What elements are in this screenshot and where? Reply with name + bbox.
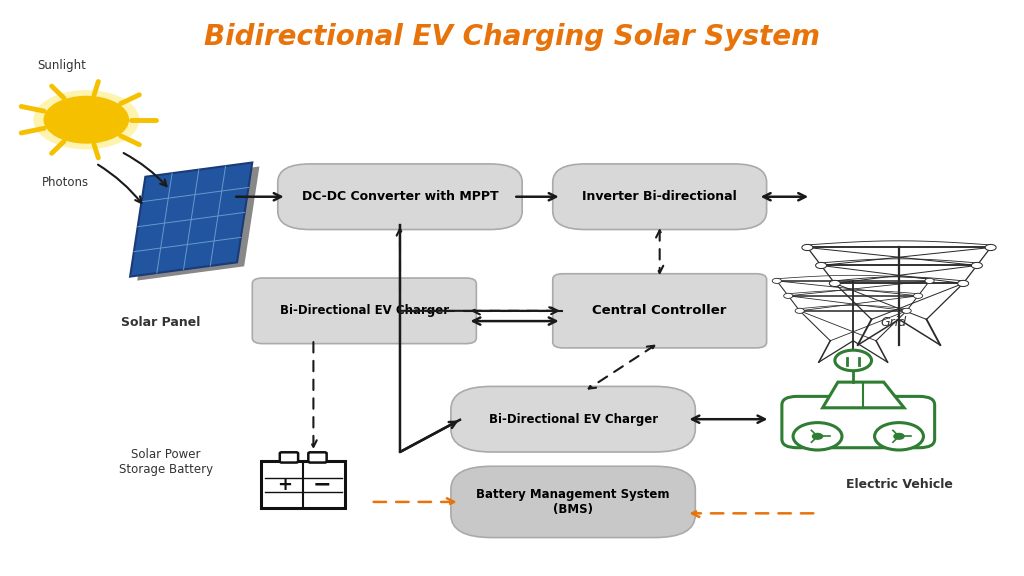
Circle shape	[972, 263, 982, 268]
Circle shape	[829, 281, 841, 286]
Text: Solar Power
Storage Battery: Solar Power Storage Battery	[119, 448, 213, 476]
Text: DC-DC Converter with MPPT: DC-DC Converter with MPPT	[302, 190, 499, 203]
Circle shape	[894, 434, 904, 439]
Text: Bi-Directional EV Charger: Bi-Directional EV Charger	[280, 304, 449, 317]
Circle shape	[43, 96, 129, 143]
Text: Electric Vehicle: Electric Vehicle	[846, 478, 952, 491]
Polygon shape	[130, 162, 252, 276]
FancyBboxPatch shape	[261, 461, 345, 508]
FancyBboxPatch shape	[252, 278, 476, 344]
FancyBboxPatch shape	[553, 164, 767, 229]
FancyBboxPatch shape	[782, 396, 935, 448]
FancyBboxPatch shape	[280, 452, 298, 463]
Text: Inverter Bi-directional: Inverter Bi-directional	[583, 190, 737, 203]
Text: Solar Panel: Solar Panel	[121, 316, 201, 329]
FancyBboxPatch shape	[451, 386, 695, 452]
FancyBboxPatch shape	[278, 164, 522, 229]
Text: Sunlight: Sunlight	[38, 59, 86, 72]
Circle shape	[957, 281, 969, 286]
Circle shape	[772, 278, 781, 283]
Text: Photons: Photons	[42, 176, 89, 189]
Text: +: +	[278, 476, 293, 494]
Circle shape	[794, 423, 842, 450]
Polygon shape	[822, 382, 904, 408]
Polygon shape	[137, 166, 259, 281]
Circle shape	[783, 293, 793, 298]
Text: Central Controller: Central Controller	[593, 304, 727, 317]
Circle shape	[812, 434, 822, 439]
Circle shape	[802, 244, 813, 251]
Circle shape	[34, 90, 139, 149]
Circle shape	[835, 350, 871, 371]
Text: −: −	[312, 475, 331, 495]
FancyBboxPatch shape	[451, 466, 695, 537]
Text: Grid: Grid	[881, 316, 907, 329]
Text: Bidirectional EV Charging Solar System: Bidirectional EV Charging Solar System	[204, 22, 820, 51]
Circle shape	[925, 278, 934, 283]
Circle shape	[815, 263, 826, 268]
Circle shape	[902, 308, 911, 313]
Text: Bi-Directional EV Charger: Bi-Directional EV Charger	[488, 412, 657, 426]
FancyBboxPatch shape	[308, 452, 327, 463]
FancyBboxPatch shape	[553, 274, 767, 348]
Circle shape	[913, 293, 923, 298]
Circle shape	[795, 308, 804, 313]
Circle shape	[874, 423, 924, 450]
Circle shape	[985, 244, 996, 251]
Text: Battery Management System
(BMS): Battery Management System (BMS)	[476, 488, 670, 516]
